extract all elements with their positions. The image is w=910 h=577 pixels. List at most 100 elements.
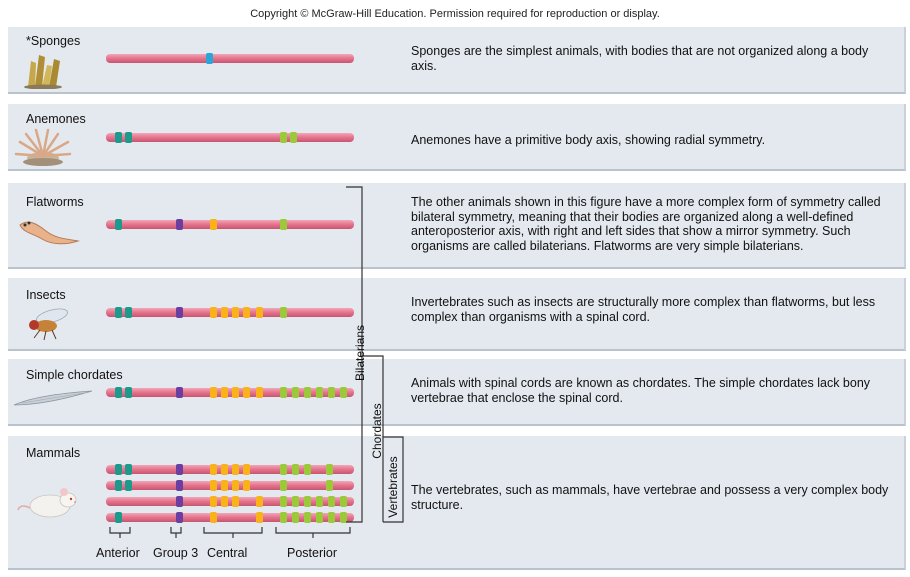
chromosome: [106, 480, 354, 491]
gene-band: [304, 464, 311, 475]
panel-insects: Insects Invertebrates such as insects ar…: [8, 278, 906, 351]
gene-band: [280, 496, 287, 507]
panel-title: Mammals: [26, 446, 81, 460]
gene-band: [326, 480, 333, 491]
gene-band: [256, 512, 263, 523]
chromosome: [106, 132, 354, 143]
panel-anemones: Anemones Anemones have a primitive body …: [8, 104, 906, 171]
gene-band: [210, 480, 217, 491]
anemone-illustration: [14, 128, 72, 166]
chromosome: [106, 464, 354, 475]
gene-band: [125, 132, 132, 143]
gene-band: [221, 307, 228, 318]
mouse-illustration: [17, 488, 77, 518]
gene-band: [280, 512, 287, 523]
bilaterians-label: Bilaterians: [353, 324, 367, 382]
panel-title: Flatworms: [26, 195, 84, 209]
panel-flatworms: Flatworms The other animals shown in thi…: [8, 183, 906, 269]
gene-band: [292, 387, 299, 398]
gene-band: [221, 496, 228, 507]
gene-band: [328, 387, 335, 398]
gene-band: [221, 464, 228, 475]
vertebrates-label: Vertebrates: [386, 456, 400, 518]
gene-band: [115, 387, 122, 398]
gene-band: [125, 307, 132, 318]
gene-band: [292, 464, 299, 475]
gene-group-label-group3: Group 3: [153, 546, 199, 560]
gene-band: [115, 464, 122, 475]
panel-simple-chordates: Simple chordates Animals with spinal cor…: [8, 359, 906, 426]
chromosome: [106, 496, 354, 507]
gene-band: [243, 307, 250, 318]
gene-band: [210, 512, 217, 523]
gene-group-brackets: [109, 527, 351, 538]
copyright-notice: Copyright © McGraw-Hill Education. Permi…: [250, 8, 660, 20]
gene-band: [256, 496, 263, 507]
gene-band: [316, 512, 323, 523]
gene-band: [206, 53, 213, 64]
gene-band: [326, 464, 333, 475]
gene-band: [176, 387, 183, 398]
gene-band: [125, 464, 132, 475]
gene-band: [328, 496, 335, 507]
fly-illustration: [29, 308, 68, 341]
gene-band: [115, 512, 122, 523]
panel-description: Invertebrates such as insects are struct…: [411, 295, 876, 324]
chromosome: [106, 512, 354, 523]
gene-band: [232, 464, 239, 475]
gene-band: [256, 387, 263, 398]
gene-band: [340, 496, 347, 507]
gene-band: [243, 464, 250, 475]
flatworm-illustration: [19, 221, 80, 245]
gene-band: [340, 512, 347, 523]
gene-band: [328, 512, 335, 523]
panel-mammals: Mammals: [8, 436, 906, 570]
gene-band: [221, 387, 228, 398]
gene-band: [176, 496, 183, 507]
gene-band: [280, 307, 287, 318]
gene-band: [210, 496, 217, 507]
panel-sponges: *Sponges Sponges are the simplest animal…: [8, 27, 906, 94]
gene-band: [292, 496, 299, 507]
gene-band: [176, 464, 183, 475]
gene-band: [232, 480, 239, 491]
panel-title: *Sponges: [26, 34, 81, 48]
chordates-label: Chordates: [370, 403, 384, 459]
gene-group-label-posterior: Posterior: [287, 546, 338, 560]
gene-band: [304, 512, 311, 523]
gene-band: [115, 480, 122, 491]
gene-band: [210, 307, 217, 318]
gene-group-label-anterior: Anterior: [96, 546, 140, 560]
sponge-illustration: [24, 55, 62, 89]
panel-description: Sponges are the simplest animals, with b…: [411, 44, 869, 73]
gene-band: [280, 480, 287, 491]
panel-description: The other animals shown in this figure h…: [411, 195, 881, 253]
chromosome: [106, 53, 354, 64]
gene-band: [210, 464, 217, 475]
gene-band: [210, 387, 217, 398]
gene-band: [243, 387, 250, 398]
gene-band: [243, 480, 250, 491]
gene-band: [256, 307, 263, 318]
chromosome: [106, 387, 354, 398]
panel-description: The vertebrates, such as mammals, have v…: [411, 483, 889, 512]
gene-band: [304, 496, 311, 507]
gene-band: [340, 387, 347, 398]
panel-description: Animals with spinal cords are known as c…: [411, 376, 871, 405]
gene-band: [304, 387, 311, 398]
lancelet-illustration: [13, 390, 93, 406]
gene-band: [292, 512, 299, 523]
gene-band: [280, 219, 287, 230]
panel-title: Simple chordates: [26, 368, 123, 382]
chromosome: [106, 219, 354, 230]
gene-band: [176, 480, 183, 491]
gene-band: [125, 480, 132, 491]
gene-band: [316, 496, 323, 507]
gene-band: [232, 307, 239, 318]
gene-band: [115, 219, 122, 230]
gene-band: [125, 387, 132, 398]
gene-band: [280, 387, 287, 398]
gene-band: [232, 387, 239, 398]
gene-band: [115, 132, 122, 143]
